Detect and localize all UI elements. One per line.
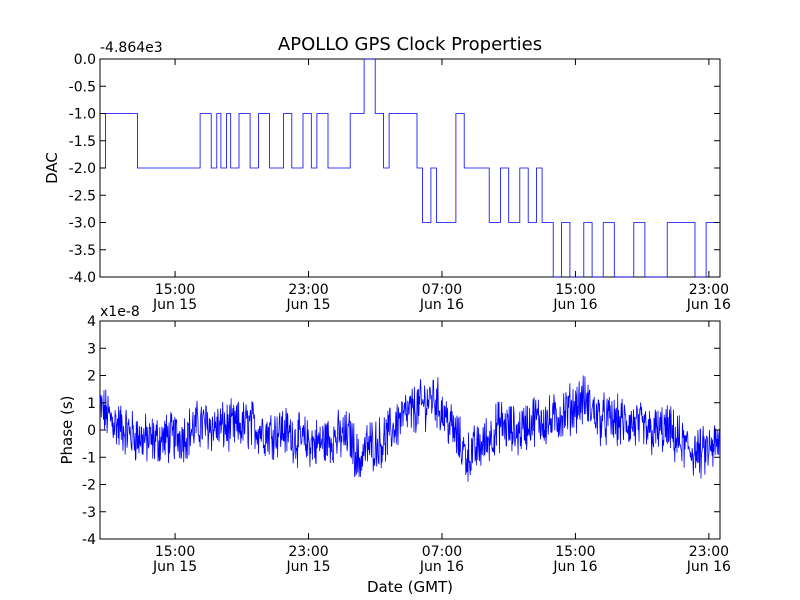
dac-y-tick-label: -2.0	[69, 161, 96, 177]
phase-y-tick-label: 0	[87, 423, 96, 439]
phase-x-tick-date: Jun 15	[152, 559, 197, 575]
dac-y-tick-label: -1.5	[69, 134, 96, 150]
phase-y-tick-label: -3	[82, 505, 96, 521]
dac-y-tick-label: -2.5	[69, 188, 96, 204]
dac-y-axis-label: DAC	[43, 152, 61, 184]
dac-y-tick-label: -0.5	[69, 79, 96, 95]
dac-panel: 0.0 -0.5 -1.0 -1.5 -2.0 -2.5 -3.0 -3.5 -4.0 15:00…	[43, 40, 731, 313]
dac-offset-label: -4.864e3	[100, 40, 163, 56]
chart-title: APOLLO GPS Clock Properties	[278, 34, 542, 55]
phase-x-tick-time: 23:00	[689, 544, 729, 560]
phase-y-tick-label: -4	[82, 532, 96, 548]
dac-series-line	[100, 58, 720, 278]
dac-x-tick-date: Jun 15	[152, 297, 197, 313]
dac-x-tick-time: 07:00	[422, 282, 462, 298]
dac-x-tick-time: 23:00	[689, 282, 729, 298]
dac-x-tick-date: Jun 16	[419, 297, 464, 313]
dac-y-tick-label: -3.0	[69, 216, 96, 232]
phase-x-tick-date: Jun 15	[285, 559, 330, 575]
dac-y-tick-label: -3.5	[69, 243, 96, 259]
dac-ticks: 0.0 -0.5 -1.0 -1.5 -2.0 -2.5 -3.0 -3.5 -4.0 15:00…	[69, 52, 731, 313]
dac-x-tick-time: 23:00	[288, 282, 328, 298]
phase-x-tick-time: 23:00	[288, 544, 328, 560]
dac-y-tick-label: -4.0	[69, 270, 96, 286]
dac-x-tick-time: 15:00	[555, 282, 595, 298]
phase-trace-layer	[99, 375, 721, 482]
x-axis-label: Date (GMT)	[367, 578, 453, 596]
phase-x-tick-date: Jun 16	[552, 559, 597, 575]
phase-x-tick-date: Jun 16	[419, 559, 464, 575]
dac-y-tick-label: 0.0	[74, 52, 96, 68]
dac-x-tick-time: 15:00	[155, 282, 195, 298]
phase-x-tick-date: Jun 16	[686, 559, 731, 575]
phase-series-line	[99, 375, 721, 482]
phase-x-tick-time: 15:00	[155, 544, 195, 560]
dac-x-tick-date: Jun 15	[285, 297, 330, 313]
dac-plot-frame	[99, 58, 721, 278]
dac-x-tick-date: Jun 16	[552, 297, 597, 313]
dac-y-tick-label: -1.0	[69, 107, 96, 123]
phase-y-axis-label: Phase (s)	[58, 395, 76, 464]
phase-y-tick-label: 2	[87, 369, 96, 385]
dac-x-tick-date: Jun 16	[686, 297, 731, 313]
phase-y-tick-label: 3	[87, 341, 96, 357]
phase-y-tick-label: 4	[87, 314, 96, 330]
phase-y-tick-label: -1	[82, 450, 96, 466]
phase-y-tick-label: -2	[82, 478, 96, 494]
phase-y-tick-label: 1	[87, 396, 96, 412]
dac-trace-layer	[100, 58, 720, 278]
phase-x-tick-time: 07:00	[422, 544, 462, 560]
phase-offset-label: x1e-8	[100, 304, 140, 320]
phase-x-tick-time: 15:00	[555, 544, 595, 560]
